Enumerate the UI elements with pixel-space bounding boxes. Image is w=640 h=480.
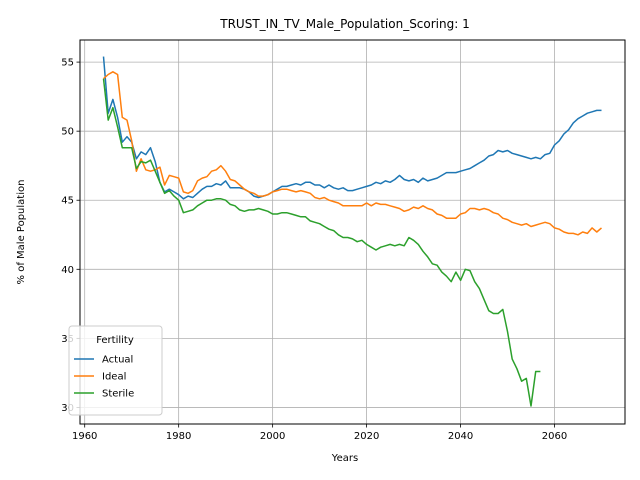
legend-title: Fertility (96, 335, 134, 346)
y-tick-label: 35 (61, 334, 74, 345)
legend-label-ideal: Ideal (102, 372, 126, 383)
y-tick-label: 50 (61, 127, 74, 138)
y-tick-label: 45 (61, 196, 74, 207)
series-line-ideal (103, 71, 602, 236)
x-tick-label: 2000 (260, 431, 285, 442)
chart-title: TRUST_IN_TV_Male_Population_Scoring: 1 (219, 17, 469, 31)
x-axis-ticks: 1960 1980 2000 2020 2040 2060 (72, 424, 567, 442)
grid-lines (80, 40, 625, 424)
legend: Fertility Actual Ideal Sterile (68, 325, 163, 416)
series-lines (102, 56, 602, 407)
y-tick-label: 40 (61, 265, 74, 276)
x-tick-label: 2020 (354, 431, 379, 442)
y-axis-label: % of Male Population (16, 180, 27, 285)
series-line-sterile (102, 78, 541, 407)
x-axis-label: Years (331, 453, 358, 464)
series-line-actual (102, 56, 602, 200)
plot-frame (79, 39, 626, 425)
y-tick-label: 55 (61, 58, 74, 69)
x-tick-label: 2040 (448, 431, 473, 442)
legend-label-actual: Actual (102, 355, 133, 366)
x-tick-label: 2060 (542, 431, 567, 442)
y-tick-label: 30 (61, 403, 74, 414)
legend-label-sterile: Sterile (102, 389, 134, 400)
x-tick-label: 1980 (166, 431, 191, 442)
x-tick-label: 1960 (72, 431, 97, 442)
